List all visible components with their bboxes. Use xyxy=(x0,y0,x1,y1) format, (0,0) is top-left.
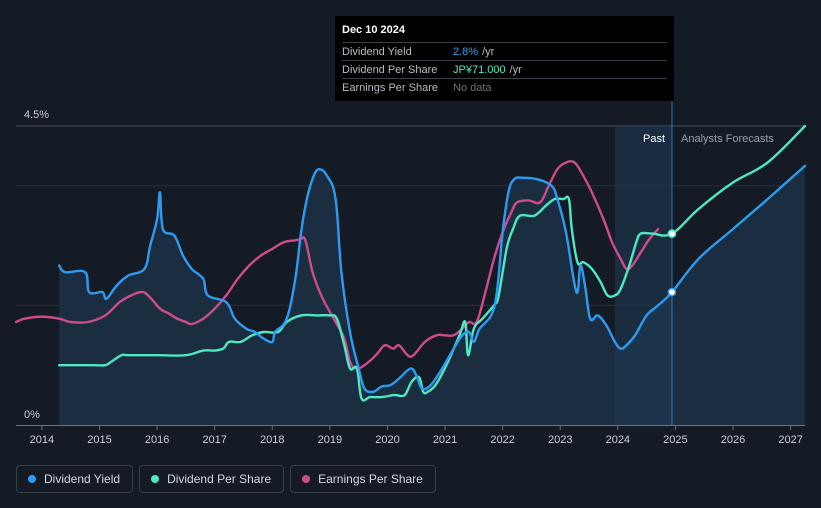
tooltip-unit: /yr xyxy=(482,45,495,58)
past-region-band xyxy=(614,126,672,425)
x-tick-label: 2015 xyxy=(87,434,111,446)
tooltip-row-earnings-per-share: Earnings Per Share No data xyxy=(342,79,667,96)
y-tick-label-min: 0% xyxy=(24,409,40,421)
legend-earnings-per-share[interactable]: Earnings Per Share xyxy=(290,465,436,493)
dividend-per-share-marker xyxy=(667,229,677,238)
tooltip-row-dividend-per-share: Dividend Per Share JP¥71.000 /yr xyxy=(342,61,667,79)
legend-label: Earnings Per Share xyxy=(318,472,423,486)
dividend-yield-area xyxy=(59,165,806,425)
series-line-dividend-per-share xyxy=(58,124,807,402)
tooltip-value: 2.8% xyxy=(453,45,479,58)
legend-dot-icon xyxy=(28,475,36,483)
x-tick-label: 2026 xyxy=(721,434,745,446)
legend-dividend-per-share[interactable]: Dividend Per Share xyxy=(139,465,285,493)
tooltip-row-dividend-yield: Dividend Yield 2.8% /yr xyxy=(342,43,667,61)
x-tick-label: 2019 xyxy=(318,434,342,446)
x-tick-label: 2024 xyxy=(606,434,630,446)
legend-dot-icon xyxy=(302,475,311,483)
legend-dividend-yield[interactable]: Dividend Yield xyxy=(16,465,134,493)
tooltip-value: No data xyxy=(453,81,492,94)
legend-dot-icon xyxy=(151,475,160,483)
legend-label: Dividend Per Share xyxy=(167,472,272,486)
region-band-layer xyxy=(614,100,673,425)
series-line-dividend-yield xyxy=(58,164,807,394)
x-tick-label: 2027 xyxy=(778,434,802,446)
area-layer xyxy=(59,165,806,425)
x-tick-label: 2018 xyxy=(260,434,284,446)
x-tick-label: 2021 xyxy=(433,434,457,446)
tooltip-label: Dividend Per Share xyxy=(342,63,438,76)
x-tick-label: 2023 xyxy=(548,434,572,446)
x-tick-label: 2025 xyxy=(663,434,687,446)
legend-label: Dividend Yield xyxy=(44,472,121,486)
dividend-yield-marker xyxy=(667,287,677,297)
past-region-label: Past xyxy=(643,133,665,145)
tooltip-label: Earnings Per Share xyxy=(342,81,438,94)
y-tick-label-max: 4.5% xyxy=(24,109,49,121)
x-tick-label: 2022 xyxy=(490,434,514,446)
series-lines xyxy=(14,124,807,402)
tooltip-label: Dividend Yield xyxy=(342,45,412,58)
x-tick-label: 2017 xyxy=(202,434,226,446)
hover-tooltip: Dec 10 2024 Dividend Yield 2.8% /yr Divi… xyxy=(335,16,674,101)
forecast-region-label: Analysts Forecasts xyxy=(681,133,774,145)
x-tick-label: 2014 xyxy=(30,434,54,446)
axis-layer: 2014 2015 2016 2017 2018 2019 2020 2021 2022 2023… xyxy=(16,425,805,446)
tooltip-date: Dec 10 2024 xyxy=(342,24,667,43)
tooltip-value: JP¥71.000 xyxy=(453,63,506,76)
x-tick-label: 2020 xyxy=(375,434,399,446)
marker-layer xyxy=(667,229,677,297)
x-tick-label: 2016 xyxy=(145,434,169,446)
tooltip-unit: /yr xyxy=(509,63,522,76)
chart-legend: Dividend Yield Dividend Per Share Earnin… xyxy=(16,465,436,493)
